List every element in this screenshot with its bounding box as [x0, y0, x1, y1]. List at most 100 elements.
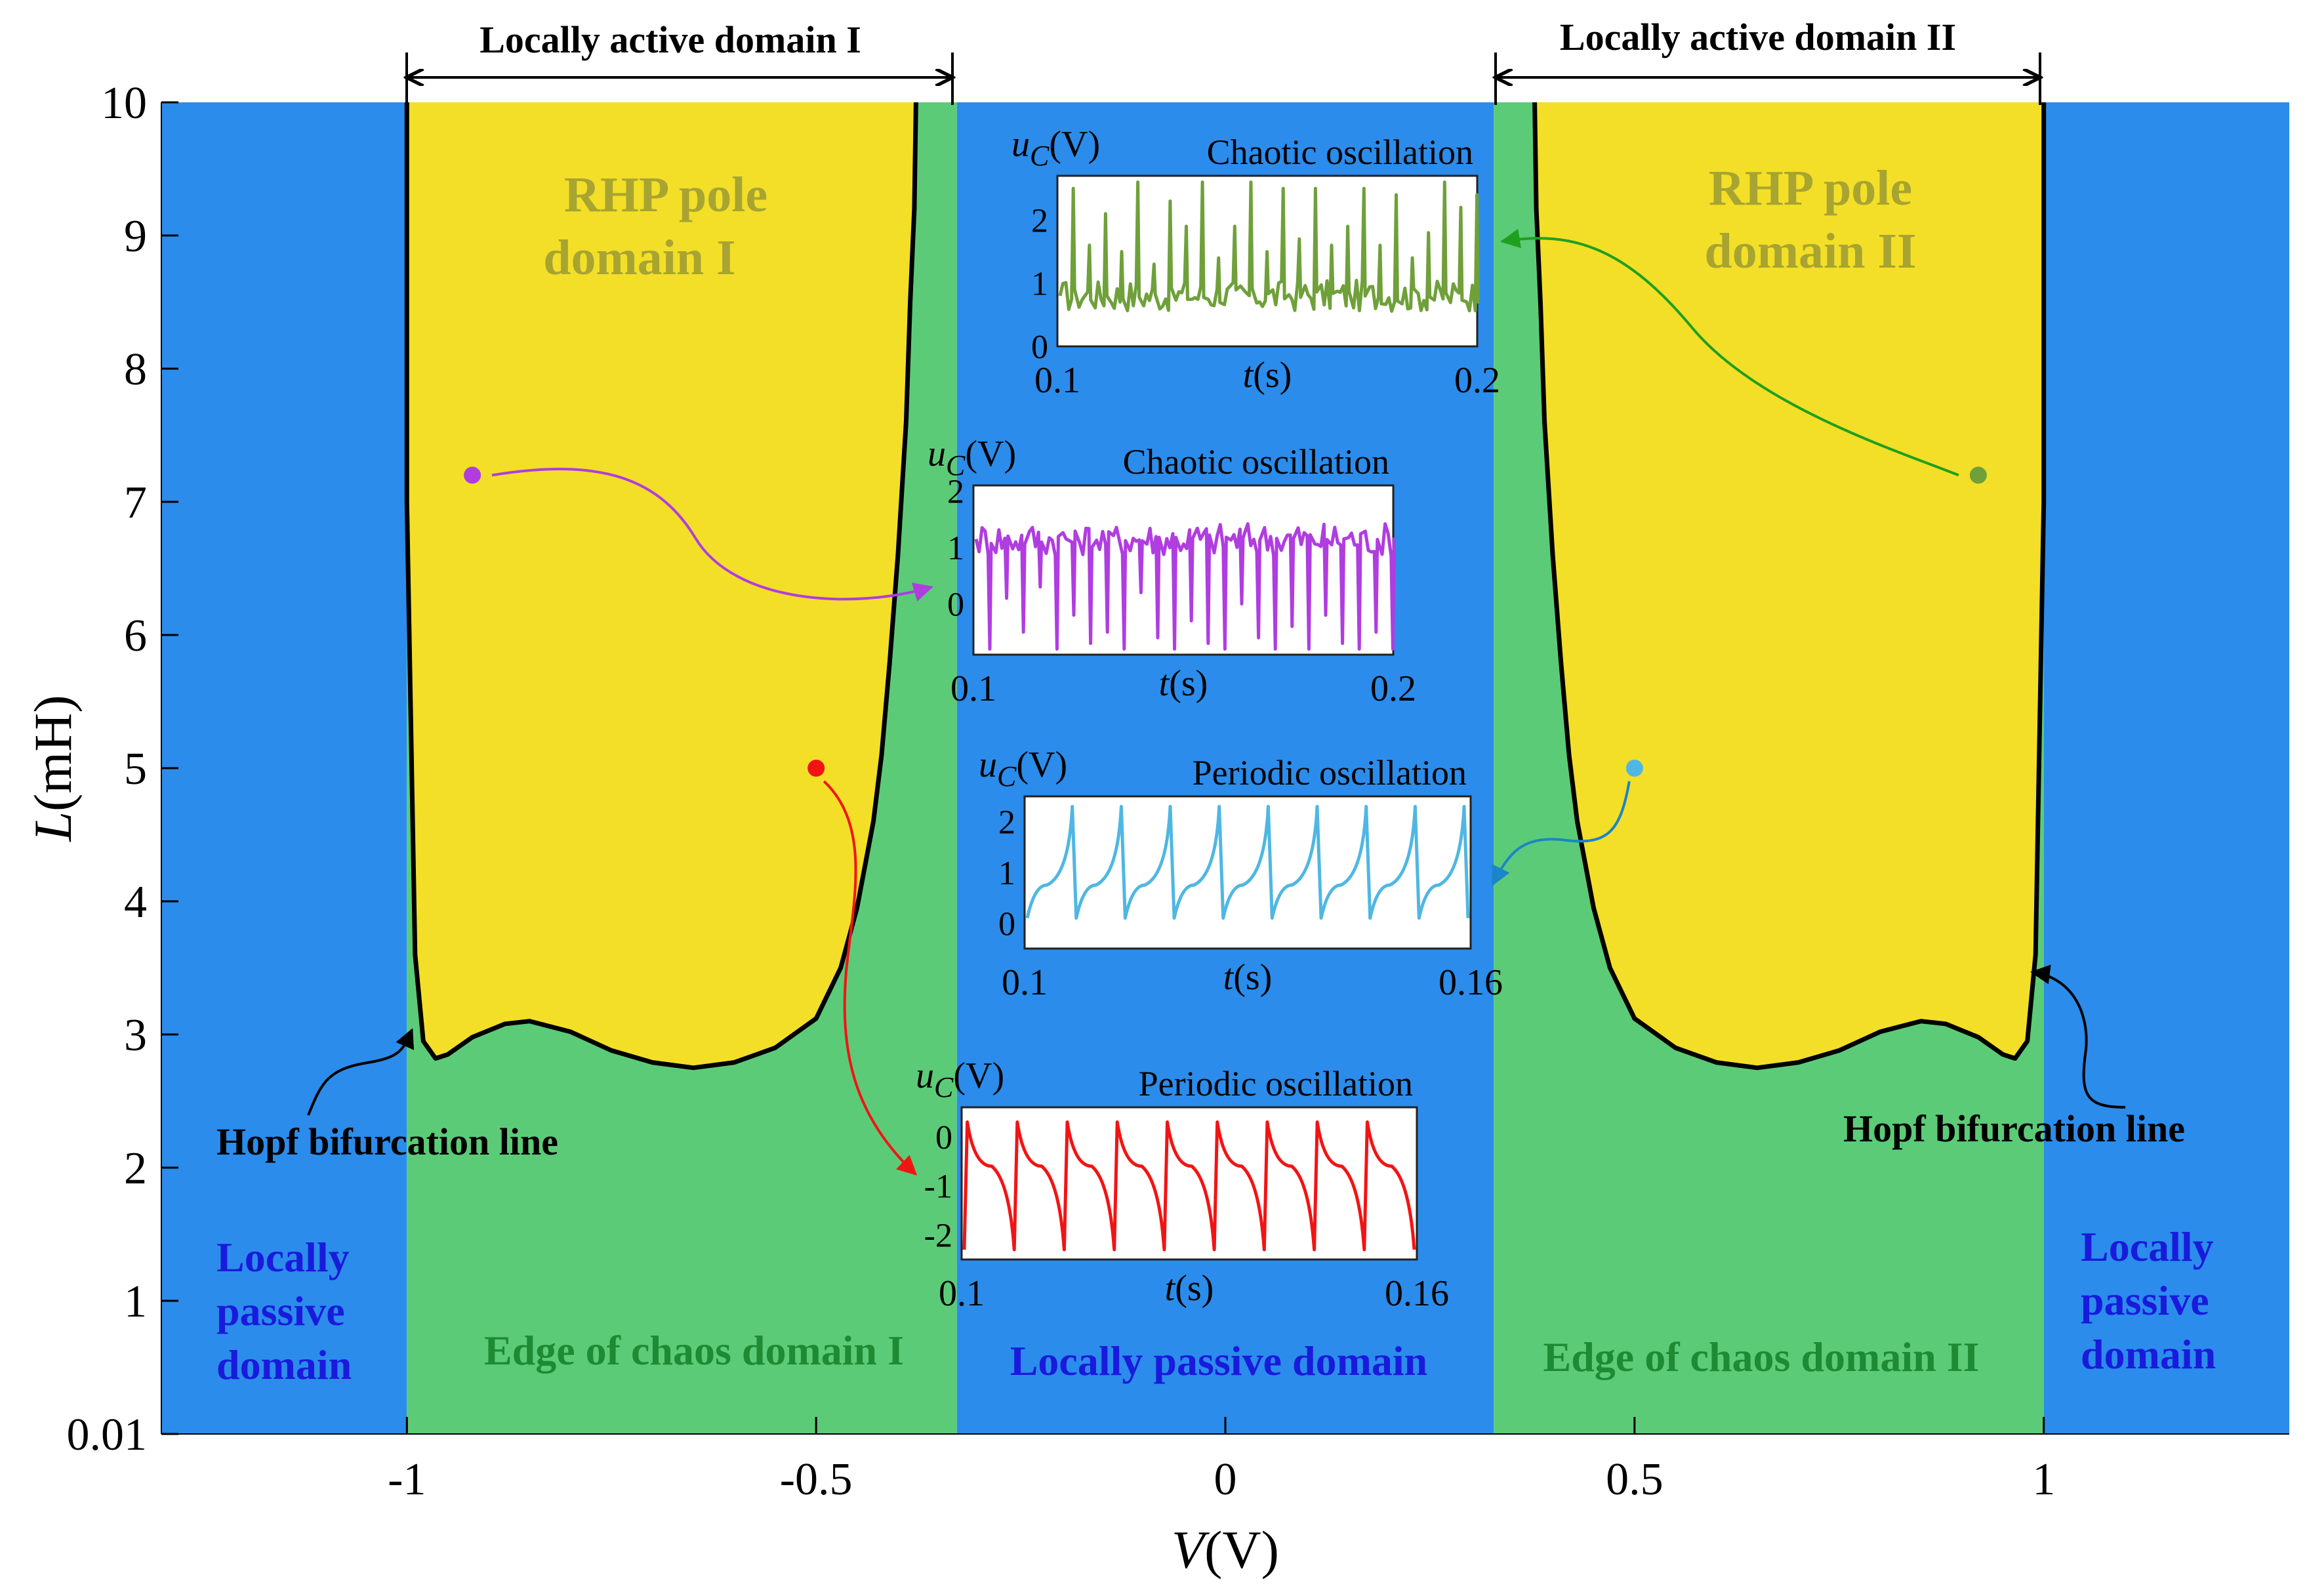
- inset-frame: [1023, 795, 1472, 950]
- inset-x-tick-label: 0.2: [1370, 668, 1416, 709]
- hopf-boundary-2: [1532, 102, 2047, 1071]
- rhp-domain-2-line2: domain II: [1704, 224, 1916, 279]
- inset-y-tick-label: 2: [998, 804, 1015, 842]
- connector-3: [1492, 781, 1631, 886]
- inset-xlabel: t(s): [1159, 663, 1208, 704]
- inset-frame: [960, 1106, 1418, 1261]
- passive-right-line1: Locally: [2081, 1223, 2214, 1270]
- passive-center-label: Locally passive domain: [1010, 1338, 1428, 1384]
- inset-xlabel: t(s): [1165, 1268, 1214, 1309]
- rhp-area-2: [1534, 102, 2044, 1068]
- inset-y-tick-label: 1: [998, 855, 1015, 892]
- y-tick-label: 6: [124, 611, 147, 661]
- inset-frame: [972, 484, 1395, 656]
- rhp-area-1: [407, 102, 916, 1068]
- edge-domain-1-label: Edge of chaos domain I: [484, 1327, 904, 1374]
- inset-3: Periodic oscillation uC(V) 0 -1 -2 0.1 0.16 t(s…: [916, 1055, 1449, 1314]
- passive-left-line1: Locally: [216, 1234, 350, 1280]
- y-tick-label: 10: [101, 78, 147, 129]
- inset-ylabel: uC(V): [1011, 124, 1100, 172]
- inset-x-tick-label: 0.1: [939, 1273, 985, 1314]
- hopf-label-left: Hopf bifurcation line: [216, 1120, 558, 1163]
- passive-left-line2: passive: [216, 1288, 345, 1334]
- connector-2: [1500, 228, 1959, 477]
- rhp-domain-2-line1: RHP pole: [1709, 161, 1912, 216]
- sample-point-1: [807, 760, 825, 777]
- inset-y-tick-label: 0: [947, 586, 964, 624]
- y-axis-label: L(mH): [23, 695, 83, 842]
- inset-2: Periodic oscillation uC(V) 0 1 2 0.1 0.16 t(s): [979, 745, 1503, 1003]
- inset-signal: [1058, 180, 1480, 313]
- x-tick-label: -1: [388, 1454, 426, 1505]
- inset-ylabel: uC(V): [916, 1055, 1004, 1103]
- x-ticks: -1 -0.5 0 0.5 1: [388, 1417, 2055, 1505]
- sample-point-2: [1969, 466, 1987, 484]
- inset-y-tick-label: 2: [947, 474, 964, 511]
- y-tick-label: 7: [124, 478, 147, 528]
- hopf-label-right: Hopf bifurcation line: [1843, 1107, 2185, 1150]
- inset-y-tick-label: -1: [924, 1168, 952, 1206]
- y-tick-label: 2: [124, 1143, 147, 1194]
- inset-x-tick-label: 0.1: [1034, 360, 1080, 401]
- x-tick-label: 0.5: [1606, 1454, 1664, 1505]
- hopf-boundary-1: [404, 102, 918, 1071]
- inset-signal: [974, 522, 1396, 651]
- inset-xlabel: t(s): [1243, 355, 1292, 396]
- x-tick-label: -0.5: [780, 1454, 853, 1505]
- inset-x-tick-label: 0.16: [1439, 962, 1503, 1003]
- rhp-domain-1-line2: domain I: [543, 230, 736, 285]
- inset-y-tick-label: 0: [1031, 329, 1048, 366]
- inset-y-tick-label: 1: [947, 530, 964, 567]
- inset-x-tick-label: 0.1: [1002, 962, 1048, 1003]
- region-0: [161, 102, 407, 1434]
- connector-0: [491, 467, 933, 602]
- y-tick-label: 3: [124, 1010, 147, 1061]
- inset-title: Chaotic oscillation: [1123, 442, 1389, 481]
- y-tick-label: 9: [124, 211, 147, 262]
- inset-signal: [962, 1120, 1416, 1252]
- passive-right-line2: passive: [2081, 1277, 2209, 1324]
- y-ticks: 0.01 1 2 3 4 5 6 7 8 9 10: [67, 78, 178, 1460]
- inset-x-tick-label: 0.1: [950, 668, 996, 709]
- sample-point-3: [1625, 760, 1643, 777]
- edge-domain-2-label: Edge of chaos domain II: [1543, 1334, 1980, 1380]
- hopf-annotations: Hopf bifurcation line Hopf bifurcation l…: [216, 964, 2185, 1163]
- y-tick-label: 5: [124, 744, 147, 794]
- y-tick-label: 0.01: [67, 1410, 148, 1460]
- rhp-pole-areas: [407, 102, 2044, 1068]
- inset-x-tick-label: 0.16: [1385, 1273, 1449, 1314]
- inset-y-tick-label: 2: [1031, 202, 1048, 239]
- inset-x-tick-label: 0.2: [1454, 360, 1500, 401]
- inset-ylabel: uC(V): [979, 745, 1067, 792]
- y-tick-label: 8: [124, 344, 147, 395]
- inset-title: Periodic oscillation: [1139, 1064, 1413, 1103]
- y-tick-label: 1: [124, 1277, 147, 1327]
- rhp-domain-1-line1: RHP pole: [564, 167, 767, 222]
- sample-point-0: [464, 466, 481, 484]
- inset-ylabel: uC(V): [928, 434, 1016, 481]
- inset-0: Chaotic oscillation uC(V) 0 1 2 0.1 0.2 t(s): [1011, 124, 1500, 401]
- active-2-label: Locally active domain II: [1560, 16, 1956, 58]
- x-tick-label: 0: [1214, 1454, 1237, 1505]
- hopf-arrow-left: [307, 1028, 415, 1116]
- passive-left-line3: domain: [216, 1341, 352, 1388]
- inset-y-tick-label: 0: [935, 1119, 952, 1156]
- inset-signal: [1025, 805, 1470, 920]
- active-1-label: Locally active domain I: [480, 18, 861, 61]
- connector-1: [823, 780, 918, 1176]
- hopf-boundary-lines: [404, 102, 2047, 1071]
- inset-xlabel: t(s): [1223, 957, 1273, 998]
- region-4: [2043, 102, 2289, 1434]
- y-tick-label: 4: [124, 877, 147, 928]
- inset-y-tick-label: 0: [998, 905, 1015, 943]
- sample-connectors: [491, 228, 1959, 1176]
- domain-labels: RHP pole domain I RHP pole domain II Edg…: [216, 161, 2216, 1388]
- passive-right-line3: domain: [2081, 1331, 2216, 1378]
- inset-1: Chaotic oscillation uC(V) 0 1 2 0.1 0.2 t(s): [928, 434, 1416, 709]
- sample-points: [464, 466, 1987, 777]
- inset-title: Periodic oscillation: [1193, 753, 1467, 792]
- locally-active-markers: Locally active domain I Locally active d…: [407, 16, 2040, 105]
